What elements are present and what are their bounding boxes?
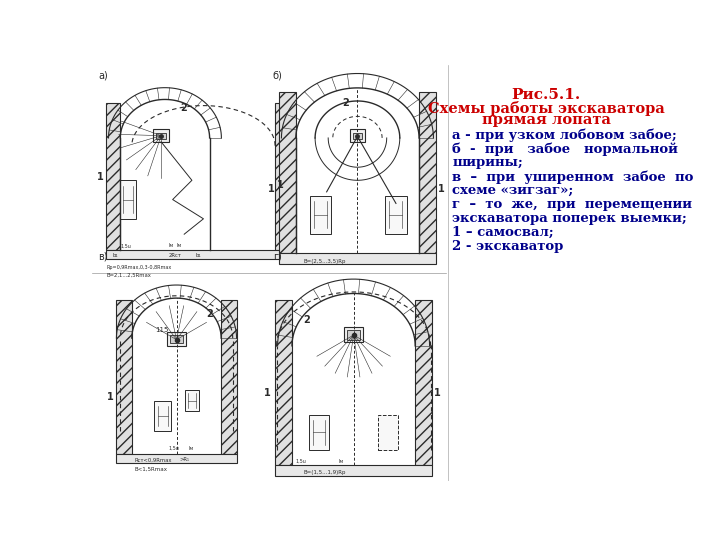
Text: б  -  при   забое   нормальной: б - при забое нормальной [452, 143, 678, 156]
Text: схеме «зигзаг»;: схеме «зигзаг»; [452, 184, 574, 197]
Text: b₁: b₁ [112, 253, 118, 258]
Bar [279, 92, 296, 253]
Bar [117, 454, 237, 463]
Text: в  –  при  уширенном  забое  по: в – при уширенном забое по [452, 170, 693, 184]
Text: ширины;: ширины; [452, 157, 523, 170]
Text: экскаватора поперек выемки;: экскаватора поперек выемки; [452, 212, 687, 225]
Text: lм: lм [188, 446, 193, 451]
Bar [154, 401, 171, 430]
Bar [310, 195, 331, 234]
Text: 2: 2 [180, 103, 187, 113]
Text: а - при узком лобовом забое;: а - при узком лобовом забое; [452, 129, 677, 142]
Text: 1: 1 [438, 184, 444, 194]
Text: 1,5u: 1,5u [120, 244, 131, 248]
Bar [353, 132, 362, 139]
Text: 1: 1 [268, 184, 275, 194]
Text: 2: 2 [342, 98, 348, 107]
Text: b₁: b₁ [196, 253, 202, 258]
Bar [385, 195, 407, 234]
Bar [344, 327, 363, 342]
Bar [171, 335, 183, 343]
Text: B=(1,5...1,9)Rр: B=(1,5...1,9)Rр [304, 470, 346, 475]
Bar [221, 300, 237, 454]
Text: >R₁: >R₁ [179, 457, 189, 462]
Text: 115: 115 [155, 327, 168, 333]
Text: 1: 1 [264, 388, 271, 398]
Text: прямая лопата: прямая лопата [482, 113, 611, 127]
Bar [348, 330, 360, 340]
Text: 2: 2 [304, 315, 310, 325]
Bar [415, 300, 432, 465]
Bar [156, 132, 166, 139]
Text: г  –  то  же,  при  перемещении: г – то же, при перемещении [452, 198, 692, 211]
Text: б): б) [273, 71, 283, 81]
Bar [120, 180, 137, 219]
Bar [185, 390, 199, 411]
Text: lм: lм [176, 244, 181, 248]
Bar [153, 130, 168, 142]
Text: 1: 1 [276, 180, 284, 190]
Text: 1: 1 [97, 172, 104, 183]
Text: B=2,1...2,5Rmax: B=2,1...2,5Rmax [107, 273, 151, 278]
Bar [117, 300, 132, 454]
Text: 1,5u: 1,5u [168, 446, 180, 451]
Text: Rр=0,9Rmax,0,3-0,8Rmax: Rр=0,9Rmax,0,3-0,8Rmax [107, 265, 171, 270]
Text: 2: 2 [206, 308, 212, 319]
Text: а): а) [98, 71, 108, 81]
Text: 1,5u: 1,5u [296, 459, 307, 464]
Text: Рис.5.1.: Рис.5.1. [511, 88, 581, 102]
Text: в): в) [98, 251, 107, 261]
Bar [107, 249, 289, 259]
Bar [378, 415, 398, 450]
Text: 1 – самосвал;: 1 – самосвал; [452, 226, 554, 239]
Bar [275, 103, 289, 249]
Text: lм: lм [338, 459, 343, 464]
Bar [309, 415, 329, 450]
Bar [275, 300, 292, 465]
Text: Rст<0,9Rmax: Rст<0,9Rmax [134, 457, 171, 462]
Text: 1: 1 [107, 392, 114, 402]
Text: B<1,5Rmax: B<1,5Rmax [134, 467, 167, 471]
Bar [167, 332, 186, 346]
Bar [279, 253, 436, 264]
Text: г): г) [273, 251, 282, 261]
Bar [275, 465, 432, 476]
Text: B=(2,5...3,5)Rр: B=(2,5...3,5)Rр [304, 259, 346, 264]
Text: 2Rст: 2Rст [168, 253, 181, 258]
Bar [107, 103, 120, 249]
Text: Схемы работы экскаватора: Схемы работы экскаватора [428, 101, 665, 116]
Text: 1: 1 [433, 388, 441, 398]
Text: 2 - экскаватор: 2 - экскаватор [452, 240, 564, 253]
Bar [350, 130, 365, 142]
Bar [419, 92, 436, 253]
Text: lм: lм [168, 244, 174, 248]
